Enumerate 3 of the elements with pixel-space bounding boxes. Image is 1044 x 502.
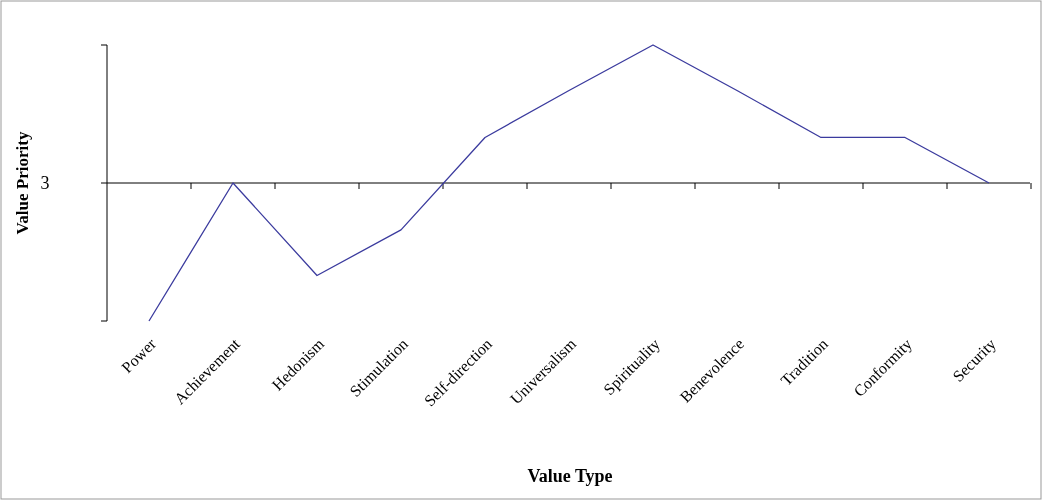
- x-axis-title: Value Type: [527, 466, 613, 486]
- text: 3: [40, 173, 50, 193]
- y-axis-title: Value Priority: [13, 131, 32, 235]
